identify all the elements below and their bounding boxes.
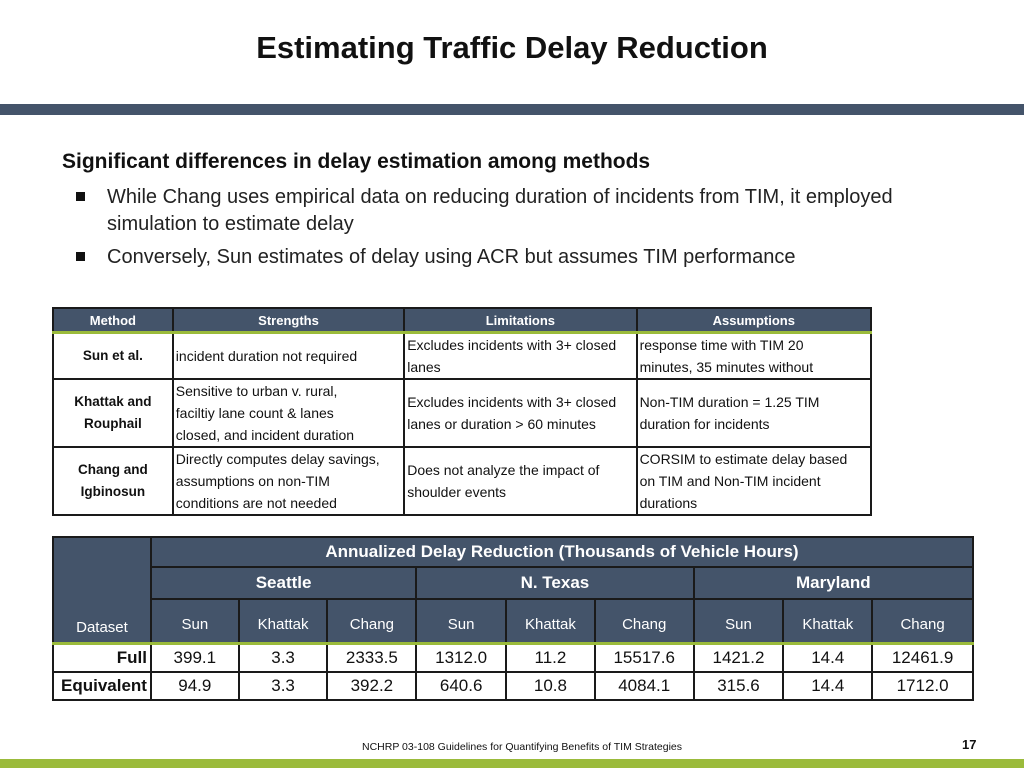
method-cell: Khattak and Rouphail bbox=[52, 378, 174, 448]
header-method-khattak: Khattak bbox=[505, 598, 596, 645]
value-cell: 10.8 bbox=[505, 671, 596, 701]
table-row: Khattak and Rouphail Sensitive to urban v… bbox=[52, 378, 873, 448]
method-cell: Sun et al. bbox=[52, 331, 174, 380]
value-cell: 640.6 bbox=[415, 671, 508, 701]
method-comparison-table: Method Strengths Limitations Assumptions… bbox=[52, 307, 873, 516]
value-cell: 1421.2 bbox=[692, 642, 785, 673]
table-row: Chang and Igbinosun Directly computes del… bbox=[52, 446, 873, 516]
section-heading: Significant differences in delay estimat… bbox=[62, 150, 651, 173]
header-method-chang: Chang bbox=[326, 598, 418, 645]
strengths-cell: Sensitive to urban v. rural, faciltiy lan… bbox=[171, 378, 406, 448]
region-header-row: Seattle N. Texas Maryland bbox=[53, 566, 975, 600]
header-method-khattak: Khattak bbox=[237, 598, 329, 645]
header-method-chang: Chang bbox=[871, 598, 974, 645]
header-method-sun: Sun bbox=[692, 598, 785, 645]
limitations-cell: Excludes incidents with 3+ closed lanes o… bbox=[403, 378, 638, 448]
bullet-list: While Chang uses empirical data on reduc… bbox=[62, 184, 942, 277]
method-cell: Chang and Igbinosun bbox=[52, 446, 174, 516]
delay-reduction-table: Dataset Annualized Delay Reduction (Thou… bbox=[52, 536, 975, 701]
strengths-cell: Directly computes delay savings, assumpti… bbox=[171, 446, 406, 516]
header-dataset: Dataset bbox=[52, 536, 152, 645]
value-cell: 14.4 bbox=[782, 642, 874, 673]
value-cell: 3.3 bbox=[237, 671, 329, 701]
table-row: Sun et al. incident duration not require… bbox=[52, 331, 873, 380]
value-cell: 11.2 bbox=[505, 642, 596, 673]
value-cell: 1712.0 bbox=[871, 671, 974, 701]
title-divider-bar bbox=[0, 104, 1024, 115]
header-method-khattak: Khattak bbox=[782, 598, 874, 645]
slide-title: Estimating Traffic Delay Reduction bbox=[256, 30, 768, 65]
header-method-sun: Sun bbox=[149, 598, 240, 645]
header-assumptions: Assumptions bbox=[635, 307, 873, 334]
value-cell: 4084.1 bbox=[593, 671, 695, 701]
bullet-item: Conversely, Sun estimates of delay using… bbox=[62, 244, 942, 271]
assumptions-cell: response time with TIM 20 minutes, 35 min… bbox=[635, 331, 873, 380]
value-cell: 399.1 bbox=[149, 642, 240, 673]
value-cell: 12461.9 bbox=[871, 642, 974, 673]
square-bullet-icon bbox=[76, 192, 85, 201]
header-strengths: Strengths bbox=[171, 307, 406, 334]
square-bullet-icon bbox=[76, 252, 85, 261]
value-cell: 392.2 bbox=[326, 671, 418, 701]
footer-text: NCHRP 03-108 Guidelines for Quantifying … bbox=[362, 741, 683, 753]
limitations-cell: Does not analyze the impact of shoulder e… bbox=[403, 446, 638, 516]
page-number: 17 bbox=[962, 737, 977, 752]
header-region-seattle: Seattle bbox=[149, 566, 418, 600]
value-cell: 15517.6 bbox=[593, 642, 695, 673]
value-cell: 3.3 bbox=[237, 642, 329, 673]
header-method: Method bbox=[52, 307, 174, 334]
bullet-item: While Chang uses empirical data on reduc… bbox=[62, 184, 942, 238]
header-region-maryland: Maryland bbox=[692, 566, 975, 600]
bullet-text: While Chang uses empirical data on reduc… bbox=[107, 186, 893, 235]
bullet-text: Conversely, Sun estimates of delay using… bbox=[107, 246, 796, 268]
header-region-n-texas: N. Texas bbox=[415, 566, 695, 600]
header-method-sun: Sun bbox=[415, 598, 508, 645]
table-row: Equivalent 94.9 3.3 392.2 640.6 10.8 408… bbox=[52, 671, 974, 701]
value-cell: 315.6 bbox=[692, 671, 785, 701]
table-caption: Annualized Delay Reduction (Thousands of… bbox=[149, 536, 975, 568]
assumptions-cell: Non-TIM duration = 1.25 TIM duration for … bbox=[635, 378, 873, 448]
value-cell: 94.9 bbox=[149, 671, 240, 701]
table-header-row: Method Strengths Limitations Assumptions bbox=[52, 307, 873, 334]
table-header-row: Dataset Annualized Delay Reduction (Thou… bbox=[52, 536, 975, 645]
table-row: Full 399.1 3.3 2333.5 1312.0 11.2 15517.… bbox=[52, 642, 974, 673]
row-label: Full bbox=[52, 642, 152, 673]
value-cell: 2333.5 bbox=[326, 642, 418, 673]
strengths-cell: incident duration not required bbox=[171, 331, 406, 380]
limitations-cell: Excludes incidents with 3+ closed lanes bbox=[403, 331, 638, 380]
assumptions-cell: CORSIM to estimate delay based on TIM and… bbox=[635, 446, 873, 516]
value-cell: 14.4 bbox=[782, 671, 874, 701]
header-method-chang: Chang bbox=[593, 598, 695, 645]
method-header-row: Sun Khattak Chang Sun Khattak Chang Sun … bbox=[53, 598, 974, 645]
footer-accent-bar bbox=[0, 759, 1024, 768]
row-label: Equivalent bbox=[52, 671, 152, 701]
value-cell: 1312.0 bbox=[415, 642, 508, 673]
header-limitations: Limitations bbox=[403, 307, 638, 334]
